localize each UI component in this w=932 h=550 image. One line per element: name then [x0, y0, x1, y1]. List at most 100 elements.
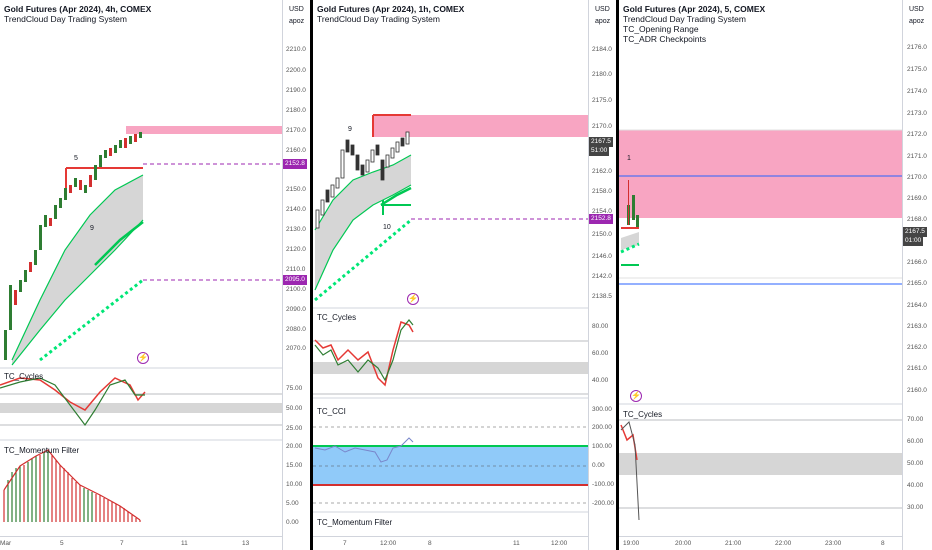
axis-tick: 2180.0 [286, 107, 306, 114]
level-tag-b[interactable]: 2095.0 [283, 275, 307, 285]
time-tick: 11 [513, 540, 520, 547]
bolt-icon[interactable]: ⚡ [630, 390, 642, 402]
axis-tick: 200.00 [592, 424, 612, 431]
time-axis-1h[interactable]: 7 12:00 8 11 12:00 [313, 536, 588, 550]
mark-9: 9 [348, 126, 352, 133]
pane-momentum-label[interactable]: TC_Momentum Filter [317, 518, 392, 527]
pane-cycles-label[interactable]: TC_Cycles [4, 372, 43, 381]
bolt-icon[interactable]: ⚡ [137, 352, 149, 364]
time-tick: Mar [0, 540, 11, 547]
axis-tick: 2166.0 [907, 259, 927, 266]
indicator-label[interactable]: TrendCloud Day Trading System [4, 14, 151, 24]
price-axis-4h[interactable]: USD apoz 2210.0 2200.0 2190.0 2180.0 217… [282, 0, 310, 550]
axis-tick: 2164.0 [907, 302, 927, 309]
axis-tick: 60.00 [907, 438, 923, 445]
chart-panel-4h[interactable]: 5 9 ⚡ Gold Futures (Apr 2024), 4h, COMEX… [0, 0, 310, 550]
axis-tick: 2150.0 [286, 186, 306, 193]
axis-tick: 2210.0 [286, 46, 306, 53]
axis-tick: 2176.0 [907, 44, 927, 51]
axis-tick: 2162.0 [907, 344, 927, 351]
countdown-tag[interactable]: 51:00 [589, 146, 609, 156]
axis-tick: 75.00 [286, 385, 302, 392]
supply-zone [126, 126, 282, 134]
axis-tick: 2146.0 [592, 253, 612, 260]
axis-tick: 2184.0 [592, 46, 612, 53]
time-axis-5m[interactable]: 19:00 20:00 21:00 22:00 23:00 8 [619, 536, 902, 550]
currency-label: USD [595, 6, 610, 13]
price-axis-5m[interactable]: USD apoz 2176.0 2175.0 2174.0 2173.0 217… [902, 0, 932, 550]
symbol-title[interactable]: Gold Futures (Apr 2024), 4h, COMEX [4, 4, 151, 14]
axis-tick: 2170.0 [592, 123, 612, 130]
mark-9: 9 [90, 225, 94, 232]
indicator-label[interactable]: TrendCloud Day Trading System [623, 14, 765, 24]
axis-tick: 2165.0 [907, 280, 927, 287]
axis-tick: 5.00 [286, 500, 299, 507]
legend-1h[interactable]: Gold Futures (Apr 2024), 1h, COMEX Trend… [317, 4, 464, 24]
axis-mode-label[interactable]: apoz [289, 18, 304, 25]
axis-tick: 0.00 [592, 462, 605, 469]
indicator-label-adr[interactable]: TC_ADR Checkpoints [623, 34, 765, 44]
axis-mode-label[interactable]: apoz [595, 18, 610, 25]
chart-panel-5m[interactable]: 1 ⚡ Gold Futures (Apr 2024), 5, COMEX Tr… [619, 0, 932, 550]
time-axis-4h[interactable]: Mar 5 7 11 13 [0, 536, 282, 550]
axis-tick: 2160.0 [907, 387, 927, 394]
axis-tick: 2110.0 [286, 266, 305, 273]
axis-tick: 2163.0 [907, 323, 927, 330]
axis-tick: 300.00 [592, 406, 612, 413]
time-tick: 8 [881, 540, 885, 547]
time-tick: 19:00 [623, 540, 639, 547]
time-tick: 13 [242, 540, 249, 547]
axis-tick: 2138.5 [592, 293, 612, 300]
mark-1: 1 [627, 155, 631, 162]
legend-4h[interactable]: Gold Futures (Apr 2024), 4h, COMEX Trend… [4, 4, 151, 24]
bolt-icon[interactable]: ⚡ [407, 293, 419, 305]
price-axis-1h[interactable]: USD apoz 2184.0 2180.0 2175.0 2170.0 216… [588, 0, 616, 550]
legend-5m[interactable]: Gold Futures (Apr 2024), 5, COMEX TrendC… [623, 4, 765, 44]
price-plot-5m[interactable] [619, 0, 902, 536]
momentum-bars [4, 450, 140, 522]
pane-momentum-label[interactable]: TC_Momentum Filter [4, 446, 79, 455]
axis-tick: 20.00 [286, 443, 302, 450]
axis-tick: 15.00 [286, 462, 302, 469]
price-plot-4h[interactable] [0, 0, 282, 536]
axis-tick: 2180.0 [592, 71, 612, 78]
axis-tick: 60.00 [592, 350, 608, 357]
axis-tick: 2174.0 [907, 88, 927, 95]
axis-mode-label[interactable]: apoz [909, 18, 924, 25]
axis-tick: 50.00 [286, 405, 302, 412]
pane-cycles-label[interactable]: TC_Cycles [317, 313, 356, 322]
indicator-label[interactable]: TrendCloud Day Trading System [317, 14, 464, 24]
axis-tick: 2172.0 [907, 131, 927, 138]
cycles-fast [315, 322, 413, 385]
axis-tick: 2170.0 [907, 174, 927, 181]
symbol-title[interactable]: Gold Futures (Apr 2024), 1h, COMEX [317, 4, 464, 14]
axis-tick: 2200.0 [286, 67, 306, 74]
indicator-label-opening-range[interactable]: TC_Opening Range [623, 24, 765, 34]
level-tag-a[interactable]: 2152.8 [283, 159, 307, 169]
axis-tick: 2162.0 [592, 168, 612, 175]
axis-tick: 2090.0 [286, 306, 306, 313]
supply-zone [373, 115, 588, 137]
supply-zone [619, 130, 902, 218]
price-plot-1h[interactable] [313, 0, 588, 536]
axis-tick: 70.00 [907, 416, 923, 423]
countdown-tag[interactable]: 01:00 [903, 236, 923, 246]
pane-cci-label[interactable]: TC_CCI [317, 407, 346, 416]
axis-tick: 2160.0 [286, 147, 306, 154]
mark-5: 5 [74, 155, 78, 162]
axis-tick: 10.00 [286, 481, 302, 488]
time-tick: 5 [60, 540, 64, 547]
axis-tick: 2190.0 [286, 87, 306, 94]
currency-label: USD [289, 6, 304, 13]
axis-tick: 40.00 [592, 377, 608, 384]
time-tick: 20:00 [675, 540, 691, 547]
level-tag-a[interactable]: 2152.8 [589, 214, 613, 224]
axis-tick: 2168.0 [907, 216, 927, 223]
pane-cycles-label[interactable]: TC_Cycles [623, 410, 662, 419]
chart-panel-1h[interactable]: 9 10 ⚡ Gold Futures (Apr 2024), 1h, COME… [313, 0, 616, 550]
axis-tick: -200.00 [592, 500, 614, 507]
time-tick: 23:00 [825, 540, 841, 547]
time-tick: 12:00 [551, 540, 567, 547]
time-tick: 22:00 [775, 540, 791, 547]
symbol-title[interactable]: Gold Futures (Apr 2024), 5, COMEX [623, 4, 765, 14]
